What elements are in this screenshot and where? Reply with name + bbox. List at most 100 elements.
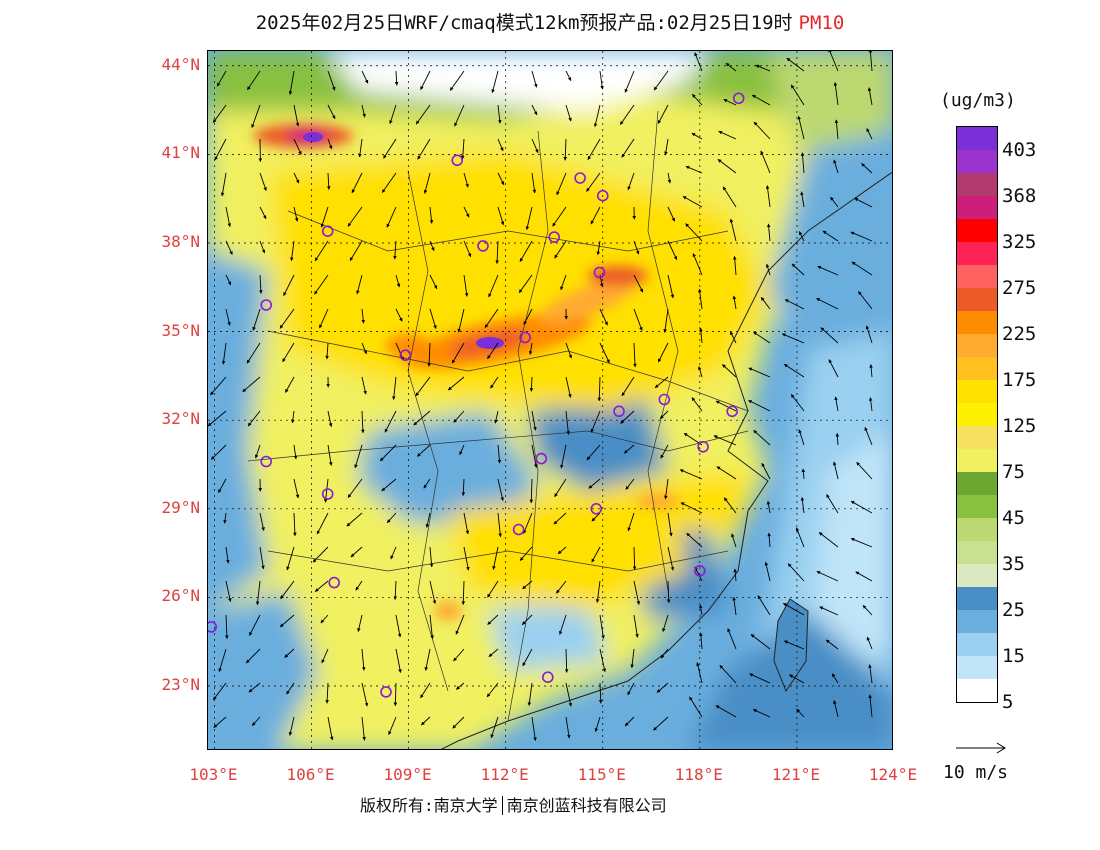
wind-arrow [850, 500, 873, 514]
wind-arrow [259, 546, 265, 570]
wind-arrow [713, 435, 737, 446]
color-bar-swatch [957, 541, 997, 564]
wind-arrow [753, 331, 771, 344]
wind-arrow [826, 494, 839, 514]
wind-arrow [552, 206, 567, 227]
wind-arrow [225, 240, 233, 255]
wind-arrow [692, 253, 703, 276]
wind-arrow [383, 138, 397, 159]
wind-arrow [820, 327, 839, 344]
city-marker [574, 172, 586, 184]
wind-arrow [490, 376, 499, 389]
wind-arrow [733, 568, 737, 582]
wind-arrow [865, 325, 873, 344]
wind-arrow [862, 604, 873, 616]
wind-arrow [679, 469, 703, 480]
wind-arrow [868, 397, 873, 412]
pm10-forecast-map [207, 50, 893, 750]
wind-arrow [519, 546, 533, 561]
wind-arrow [427, 342, 431, 367]
wind-arrow [463, 512, 470, 535]
lon-label-124e: 124°E [868, 765, 918, 784]
wind-arrow [449, 70, 465, 91]
wind-arrow [522, 580, 533, 590]
color-bar-swatch [957, 380, 997, 403]
wind-arrow [283, 274, 295, 297]
color-bar-swatch [957, 403, 997, 426]
legend-label-403: 403 [1002, 139, 1037, 161]
wind-arrow [653, 70, 669, 91]
wind-arrow [285, 376, 295, 393]
wind-arrow [351, 172, 363, 194]
wind-arrow [361, 342, 367, 355]
wind-arrow [659, 410, 669, 420]
wind-arrow [732, 295, 737, 310]
wind-arrow [627, 682, 635, 696]
wind-arrow [528, 342, 533, 355]
city-marker [208, 621, 217, 633]
wind-arrow [657, 342, 669, 363]
wind-arrow [696, 662, 703, 684]
wind-arrow [858, 291, 873, 310]
wind-arrow [817, 265, 839, 276]
wind-arrow [725, 62, 737, 72]
wind-arrow [425, 512, 431, 528]
wind-arrow [213, 716, 227, 728]
wind-arrow [685, 223, 703, 242]
wind-arrow [757, 595, 771, 616]
wind-arrow [249, 614, 261, 636]
wind-arrow [484, 308, 499, 328]
color-bar-swatch [957, 311, 997, 334]
wind-arrow [519, 240, 533, 262]
wind-arrow [320, 614, 329, 624]
legend-label-75: 75 [1002, 461, 1025, 483]
wind-arrow [389, 104, 397, 125]
city-marker [321, 225, 334, 237]
wind-arrow [682, 196, 703, 208]
wind-arrow [314, 274, 329, 295]
wind-arrow [361, 70, 369, 84]
wind-arrow [664, 138, 669, 156]
wind-arrow [242, 376, 261, 393]
wind-arrow [850, 231, 873, 242]
map-title: 2025年02月25日WRF/cmaq模式12km预报产品:02月25日19时 P… [0, 8, 1100, 35]
wind-arrow [463, 206, 470, 218]
wind-arrow [393, 580, 398, 600]
city-marker [328, 576, 340, 589]
legend-label-15: 15 [1002, 645, 1025, 667]
wind-arrow [454, 104, 465, 127]
wind-arrow [851, 261, 873, 276]
wind-arrow [429, 274, 438, 290]
city-marker [541, 671, 554, 684]
wind-arrow [429, 206, 434, 224]
wind-arrow [279, 308, 295, 329]
wind-arrow [729, 331, 737, 344]
wind-arrow [279, 614, 295, 628]
wind-arrow [291, 410, 295, 424]
wind-arrow [786, 57, 805, 72]
wind-arrow [834, 119, 839, 140]
city-marker [399, 349, 412, 362]
wind-arrow [565, 410, 570, 435]
wind-arrow [453, 410, 465, 423]
wind-arrow [868, 694, 873, 718]
wind-arrow [523, 512, 533, 534]
wind-arrow [429, 580, 437, 605]
wind-arrow [531, 104, 538, 116]
wind-arrow [590, 206, 601, 225]
wind-arrow [361, 682, 369, 707]
wind-arrow [531, 716, 537, 742]
wind-arrow [254, 444, 261, 459]
wind-arrow [667, 274, 675, 299]
lon-label-115e: 115°E [577, 765, 626, 784]
wind-arrow [463, 240, 472, 258]
lat-label-35n: 35°N [161, 320, 200, 340]
wind-arrow [320, 206, 329, 228]
wind-arrow [521, 614, 533, 626]
city-marker [260, 455, 273, 468]
wind-arrow [558, 614, 567, 635]
wind-arrow [835, 432, 840, 446]
color-bar-swatch [957, 357, 997, 380]
wind-arrow [247, 70, 261, 91]
wind-arrow [451, 342, 465, 364]
